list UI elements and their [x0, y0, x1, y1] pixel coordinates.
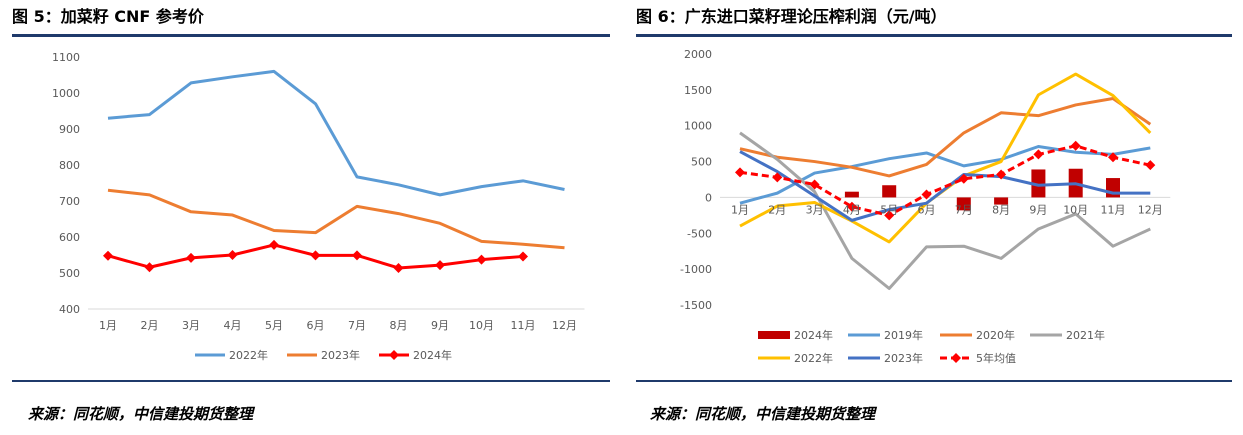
data-point	[144, 262, 155, 273]
legend-label: 2021年	[1066, 328, 1105, 342]
data-point	[1033, 149, 1044, 160]
legend-label: 2023年	[321, 348, 360, 362]
x-tick-label: 11月	[511, 319, 536, 332]
data-point	[846, 201, 857, 212]
data-point	[735, 167, 745, 178]
x-tick-label: 10月	[1063, 203, 1088, 216]
y-tick-label: 600	[59, 231, 80, 244]
y-tick-label: -1000	[680, 263, 712, 276]
x-tick-label: 8月	[992, 203, 1010, 216]
chart-title: 图 5：加菜籽 CNF 参考价	[12, 0, 610, 37]
y-tick-label: 800	[59, 159, 80, 172]
y-tick-label: -500	[687, 227, 712, 240]
y-tick-label: 2000	[684, 48, 712, 61]
data-point	[809, 179, 820, 190]
x-tick-label: 5月	[265, 319, 283, 332]
cnf-price-chart: 400 500 600 700 800 900 1000 1100 1月 2月 3月 4月 5月 6月 7月…	[52, 51, 585, 362]
bar	[956, 197, 971, 211]
bar	[882, 185, 897, 198]
y-tick-label: 1000	[52, 87, 80, 100]
y-tick-label: 500	[691, 156, 712, 169]
legend-label: 2019年	[884, 328, 923, 342]
x-tick-label: 8月	[390, 319, 408, 332]
panel-cnf-price: 图 5：加菜籽 CNF 参考价 400 500 600 700 800 900 1000 11…	[12, 0, 610, 362]
x-tick-label: 4月	[843, 203, 861, 216]
y-tick-label: 0	[705, 191, 712, 204]
data-point	[435, 260, 445, 271]
x-tick-label: 7月	[348, 319, 366, 332]
legend-label: 2022年	[229, 348, 268, 362]
x-tick-label: 7月	[955, 203, 973, 216]
x-tick-label: 3月	[806, 203, 824, 216]
x-tick-label: 5月	[880, 203, 898, 216]
bar	[1031, 169, 1046, 198]
data-point	[227, 250, 238, 260]
source-note: 来源：同花顺，中信建投期货整理	[28, 405, 254, 423]
y-tick-label: 1100	[52, 51, 80, 64]
x-tick-label: 9月	[1029, 203, 1047, 216]
legend-label: 2023年	[884, 351, 923, 365]
x-tick-label: 6月	[307, 319, 325, 332]
x-tick-label: 1月	[99, 319, 117, 332]
legend-label: 2022年	[794, 351, 833, 365]
y-tick-label: 900	[59, 123, 80, 136]
legend-marker	[951, 353, 961, 363]
data-point	[269, 239, 279, 250]
x-tick-label: 12月	[1138, 203, 1163, 216]
data-point	[476, 254, 487, 265]
data-point	[103, 250, 113, 261]
legend-label: 2024年	[413, 348, 452, 362]
chart-title: 图 6：广东进口菜籽理论压榨利润（元/吨）	[636, 0, 1232, 37]
x-tick-label: 2月	[768, 203, 786, 216]
legend-label: 2020年	[976, 328, 1015, 342]
data-point	[1108, 152, 1118, 163]
data-point	[772, 172, 783, 183]
x-tick-label: 4月	[224, 319, 242, 332]
y-tick-label: -1500	[680, 299, 712, 312]
divider-rule	[12, 380, 610, 382]
legend-swatch	[758, 331, 790, 339]
y-tick-label: 700	[59, 195, 80, 208]
series-line	[107, 188, 565, 250]
data-point	[1145, 160, 1156, 171]
x-tick-label: 3月	[182, 319, 200, 332]
y-tick-label: 1500	[684, 84, 712, 97]
series-line	[739, 96, 1152, 178]
y-tick-label: 1000	[684, 120, 712, 133]
data-point	[921, 189, 932, 200]
x-tick-label: 10月	[469, 319, 494, 332]
y-tick-label: 400	[59, 303, 80, 316]
legend-label: 5年均值	[976, 351, 1016, 365]
divider-rule	[636, 380, 1232, 382]
data-point	[884, 210, 895, 221]
data-point	[958, 173, 969, 184]
crush-margin-chart: -1500 -1000 -500 0 500 1000 1500 2000 1月 2月 3月 4月 5月…	[680, 48, 1171, 365]
legend-marker	[389, 350, 399, 360]
series-line	[739, 144, 1151, 217]
panel-crush-margin: 图 6：广东进口菜籽理论压榨利润（元/吨） -1500 -1000 -500 0 500…	[636, 0, 1232, 365]
bar	[994, 197, 1009, 205]
data-point	[1070, 140, 1081, 151]
series-line	[739, 131, 1151, 291]
data-point	[393, 262, 404, 273]
x-tick-label: 6月	[918, 203, 936, 216]
y-tick-label: 500	[59, 267, 80, 280]
series-line	[739, 145, 1151, 205]
series-line	[739, 150, 1151, 222]
x-tick-label: 11月	[1101, 203, 1126, 216]
source-note: 来源：同花顺，中信建投期货整理	[650, 405, 876, 423]
data-point	[352, 250, 362, 261]
data-point	[518, 251, 528, 262]
data-point	[310, 250, 321, 261]
bar	[844, 191, 859, 198]
data-point	[996, 169, 1007, 180]
x-tick-label: 1月	[731, 203, 749, 216]
series-line	[107, 69, 565, 197]
legend-label: 2024年	[794, 328, 833, 342]
x-tick-label: 12月	[552, 319, 577, 332]
data-point	[186, 252, 196, 263]
x-tick-label: 9月	[431, 319, 449, 332]
x-tick-label: 2月	[141, 319, 159, 332]
